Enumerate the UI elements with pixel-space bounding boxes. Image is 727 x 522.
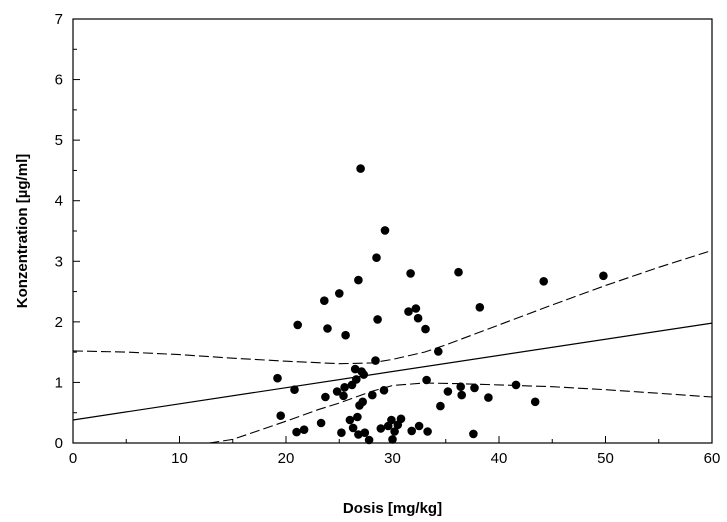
data-point (470, 383, 479, 393)
data-point (348, 423, 358, 433)
data-point (323, 324, 332, 333)
data-point (335, 289, 344, 298)
y-tick-label: 7 (55, 11, 63, 28)
data-point (273, 373, 282, 383)
data-point (406, 269, 415, 278)
data-point (292, 427, 301, 437)
x-tick-label: 10 (171, 450, 188, 467)
confidence-band-lower (209, 382, 713, 444)
x-tick-label: 60 (704, 450, 721, 467)
y-tick-label: 0 (55, 435, 63, 452)
plot-marks (72, 164, 713, 445)
data-point (443, 387, 453, 396)
data-point (390, 427, 399, 436)
data-point (373, 315, 382, 324)
x-tick-label: 40 (491, 450, 508, 467)
data-point (404, 307, 413, 316)
data-point (352, 375, 361, 384)
x-axis-ticks: 0 10 20 30 40 50 60 (69, 436, 721, 467)
data-point (354, 275, 363, 285)
data-point (422, 375, 431, 385)
data-point (316, 418, 326, 428)
y-axis-title: Konzentration [µg/ml] (14, 154, 31, 308)
data-point (368, 390, 377, 400)
data-point (407, 426, 417, 436)
data-point (421, 324, 430, 334)
regression-line (72, 322, 713, 421)
data-point (371, 356, 380, 365)
data-point (353, 412, 362, 422)
data-point (511, 380, 521, 390)
data-point (484, 393, 493, 402)
y-tick-label: 3 (55, 253, 63, 270)
data-point (359, 370, 369, 379)
data-point (539, 277, 548, 286)
data-point (380, 226, 390, 235)
data-point (475, 303, 485, 312)
data-point (372, 253, 381, 262)
data-point (340, 383, 349, 392)
data-point (332, 387, 342, 396)
data-point (423, 427, 432, 436)
y-axis-ticks: 0 1 2 3 4 5 6 7 (55, 11, 80, 452)
data-point (320, 296, 329, 306)
data-point (356, 164, 365, 173)
data-point (339, 391, 348, 401)
confidence-band-upper (72, 249, 713, 365)
data-point (413, 313, 423, 323)
data-point (436, 401, 445, 411)
data-point (364, 435, 374, 445)
data-point (530, 397, 540, 407)
data-point (434, 347, 443, 356)
y-tick-label: 5 (55, 132, 63, 149)
data-point (299, 425, 309, 435)
x-axis-title: Dosis [mg/kg] (343, 500, 442, 517)
data-point (358, 397, 368, 407)
x-tick-label: 20 (278, 450, 295, 467)
x-tick-label: 50 (597, 450, 614, 467)
data-point (376, 424, 386, 433)
data-point (290, 385, 299, 395)
data-point (387, 415, 396, 425)
data-point (321, 392, 330, 402)
data-point (396, 414, 406, 424)
data-point (411, 304, 421, 313)
x-tick-label: 30 (384, 450, 401, 467)
data-point (379, 386, 389, 395)
data-point (599, 271, 608, 281)
data-point (360, 428, 370, 438)
y-tick-label: 1 (55, 374, 63, 391)
y-tick-label: 6 (55, 72, 63, 89)
data-point (454, 267, 463, 277)
data-point (414, 421, 424, 431)
y-tick-label: 4 (55, 193, 63, 210)
data-point (337, 428, 346, 438)
data-point (293, 320, 303, 330)
data-point (456, 382, 466, 392)
data-point (341, 330, 350, 340)
y-tick-label: 2 (55, 314, 63, 331)
data-point (457, 390, 467, 400)
x-tick-label: 0 (69, 450, 77, 467)
data-point (469, 429, 478, 439)
data-point (345, 415, 355, 425)
data-point (276, 411, 286, 421)
plot-frame (72, 18, 713, 444)
